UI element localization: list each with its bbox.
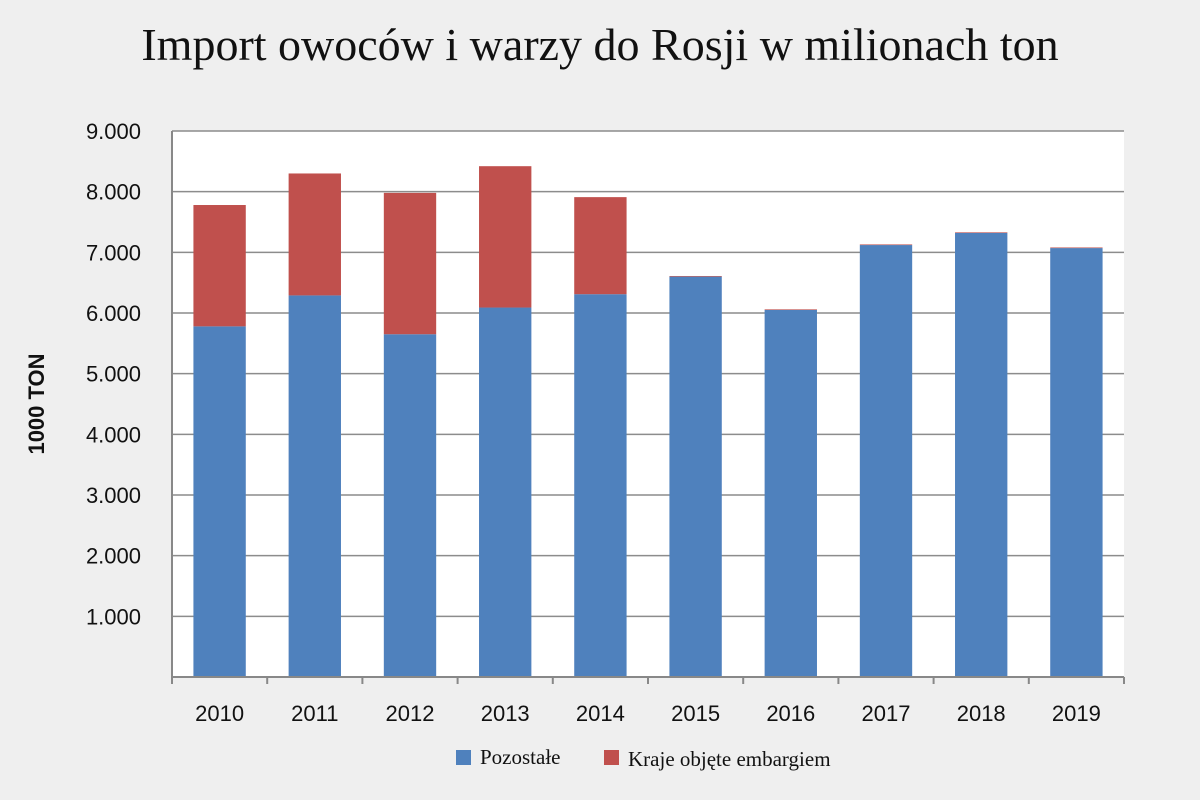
bar-pozostale-2016	[764, 309, 817, 677]
y-axis-label: 1000 TON	[24, 353, 49, 454]
bar-embargo-2013	[479, 166, 532, 308]
bar-pozostale-2013	[479, 307, 532, 677]
y-tick-labels: 1.000 2.000 3.000 4.000 5.000 6.000 7.000 8.000…	[86, 119, 141, 629]
bar-embargo-2012	[383, 192, 437, 335]
y-tick-label: 5.000	[86, 362, 141, 387]
y-tick-label: 1.000	[86, 604, 141, 629]
bar-pozostale-2010	[193, 326, 246, 677]
x-tick-label: 2014	[576, 701, 625, 726]
bar-pozostale-2014	[574, 294, 627, 677]
x-tick-labels: 2010 2011 2012 2013 2014 2015 2016 2017 2018 2019	[195, 701, 1101, 726]
legend-swatch	[604, 750, 619, 765]
legend-swatch	[456, 750, 471, 765]
bar-embargo-2016	[764, 309, 817, 310]
y-tick-label: 8.000	[86, 180, 141, 205]
bar-embargo-2010	[193, 205, 246, 327]
x-tick-label: 2017	[862, 701, 911, 726]
bar-pozostale-2019	[1050, 248, 1103, 677]
bar-pozostale-2012	[383, 334, 437, 677]
x-tick-label: 2011	[291, 701, 338, 726]
bar-pozostale-2017	[859, 245, 913, 677]
bar-embargo-2019	[1050, 247, 1103, 249]
y-tick-label: 6.000	[86, 301, 141, 326]
x-tick-label: 2010	[195, 701, 244, 726]
bar-embargo-2017	[859, 244, 913, 246]
legend-label: Pozostałe	[480, 745, 560, 769]
legend: Pozostałe Kraje objęte embargiem	[456, 745, 831, 771]
y-tick-label: 2.000	[86, 544, 141, 569]
axes	[171, 131, 1125, 684]
y-tick-label: 3.000	[86, 483, 141, 508]
x-tick-label: 2019	[1052, 701, 1101, 726]
bar-pozostale-2018	[955, 232, 1008, 678]
chart-title: Import owoców i warzy do Rosji w miliona…	[141, 19, 1059, 70]
bar-embargo-2014	[574, 197, 627, 295]
bar-embargo-2018	[955, 232, 1008, 233]
y-tick-label: 7.000	[86, 240, 141, 265]
bar-pozostale-2015	[669, 276, 722, 677]
x-tick-label: 2012	[386, 701, 435, 726]
bar-embargo-2011	[288, 173, 341, 296]
x-tick-label: 2016	[766, 701, 815, 726]
bars	[193, 166, 1103, 678]
y-tick-label: 9.000	[86, 119, 141, 144]
bar-pozostale-2011	[288, 295, 341, 677]
legend-label: Kraje objęte embargiem	[628, 747, 831, 771]
bar-embargo-2015	[669, 275, 722, 277]
x-tick-label: 2013	[481, 701, 530, 726]
y-tick-label: 4.000	[86, 422, 141, 447]
x-tick-label: 2015	[671, 701, 720, 726]
x-tick-label: 2018	[957, 701, 1006, 726]
